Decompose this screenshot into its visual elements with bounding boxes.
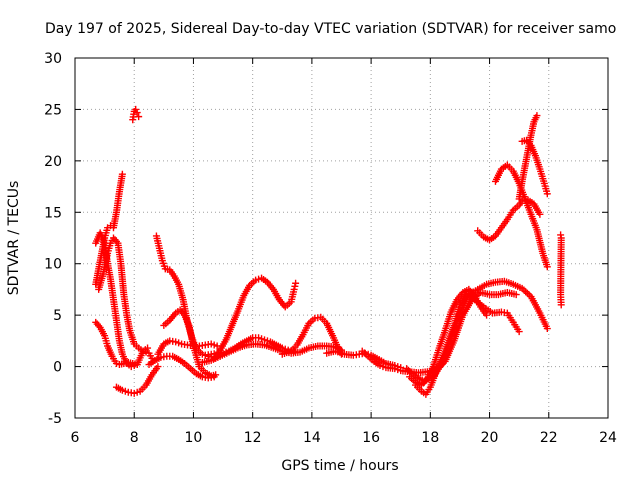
series-arc-23 xyxy=(518,136,551,198)
y-tick-label: 25 xyxy=(44,102,62,118)
x-tick-label: 20 xyxy=(481,430,499,446)
series-arc-6 xyxy=(129,105,143,124)
y-tick-label: 0 xyxy=(53,360,62,376)
data-point-marker xyxy=(118,170,126,178)
series-arc-2 xyxy=(92,229,156,371)
data-point-marker xyxy=(135,113,143,121)
data-layer xyxy=(92,105,565,398)
x-tick-label: 16 xyxy=(362,430,380,446)
data-point-marker xyxy=(144,344,152,352)
data-point-marker xyxy=(291,282,299,290)
y-axis-label: SDTVAR / TECUs xyxy=(6,181,22,296)
x-tick-label: 18 xyxy=(421,430,439,446)
x-tick-label: 6 xyxy=(71,430,80,446)
y-tick-label: 20 xyxy=(44,154,62,170)
y-tick-label: 5 xyxy=(53,308,62,324)
x-tick-label: 10 xyxy=(185,430,203,446)
data-point-marker xyxy=(557,301,565,309)
x-tick-label: 12 xyxy=(244,430,262,446)
series-arc-22 xyxy=(515,112,541,203)
data-point-marker xyxy=(483,311,491,319)
series-arc-24 xyxy=(557,231,565,309)
data-point-marker xyxy=(536,210,544,218)
data-point-marker xyxy=(543,190,551,198)
y-tick-label: 15 xyxy=(44,205,62,221)
data-point-marker xyxy=(533,112,541,120)
series-arc-8 xyxy=(154,337,221,358)
series-arc-5 xyxy=(112,363,162,397)
x-tick-label: 24 xyxy=(599,430,617,446)
ticks-layer: 6 8 10 12 14 16 18 20 22 24 -5 0 5 10 15 20 25 30 xyxy=(44,51,617,446)
series-arc-4 xyxy=(92,318,141,369)
data-point-marker xyxy=(132,105,140,113)
grid-layer xyxy=(75,58,608,418)
data-point-marker xyxy=(292,279,300,287)
data-point-marker xyxy=(543,325,551,333)
x-tick-label: 22 xyxy=(540,430,558,446)
data-point-marker xyxy=(290,285,298,293)
series-arc-20 xyxy=(474,196,544,244)
series-arc-3 xyxy=(95,234,152,355)
y-tick-label: 10 xyxy=(44,257,62,273)
data-point-marker xyxy=(512,291,520,299)
data-point-marker xyxy=(210,373,218,381)
x-tick-label: 8 xyxy=(130,430,139,446)
data-point-marker xyxy=(154,363,162,371)
chart-title: Day 197 of 2025, Sidereal Day-to-day VTE… xyxy=(45,21,616,37)
data-point-marker xyxy=(515,328,523,336)
series-arc-10 xyxy=(145,352,218,382)
plot-frame xyxy=(74,57,609,419)
data-point-marker xyxy=(133,109,141,117)
x-tick-label: 14 xyxy=(303,430,321,446)
x-axis-label: GPS time / hours xyxy=(281,458,398,474)
y-tick-label: -5 xyxy=(48,411,62,427)
series-arc-19 xyxy=(406,285,491,389)
y-tick-label: 30 xyxy=(44,51,62,67)
data-point-marker xyxy=(133,361,141,369)
data-point-marker xyxy=(543,263,551,271)
series-arc-18 xyxy=(412,291,523,398)
series-arc-1 xyxy=(92,170,126,288)
